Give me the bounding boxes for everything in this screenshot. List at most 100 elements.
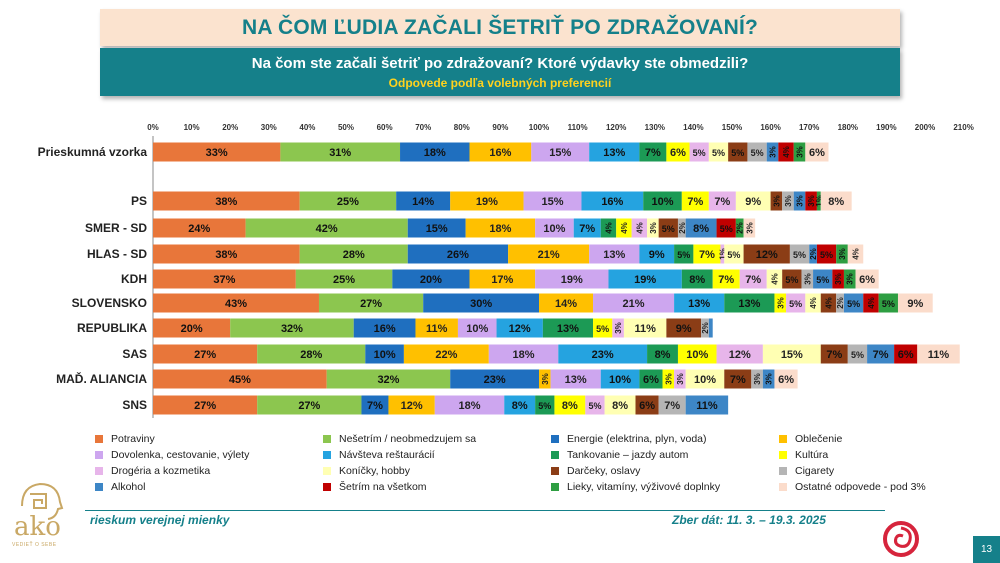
- page-number: 13: [973, 536, 1000, 563]
- bar-segment: [353, 318, 416, 338]
- x-tick-label: 130%: [645, 123, 665, 132]
- bar-segment: [593, 318, 613, 338]
- bar-segment: [681, 269, 713, 289]
- swirl-logo-icon: [883, 521, 919, 557]
- legend-item: Ostatné odpovede - pod 3%: [779, 479, 975, 494]
- legend-item: Koníčky, hobby: [323, 463, 551, 478]
- bar-segment: [793, 191, 806, 211]
- data-label: 13%: [565, 374, 587, 386]
- legend-item: Dovolenka, cestovanie, výlety: [95, 447, 323, 462]
- data-label: 2%: [809, 248, 818, 260]
- x-tick-label: 90%: [492, 123, 508, 132]
- question-banner: Na čom ste začali šetriť po zdražovaní? …: [100, 48, 900, 96]
- bar-segment: [600, 218, 617, 238]
- data-label: 7%: [699, 249, 715, 261]
- data-label: 38%: [215, 196, 237, 208]
- data-label: 4%: [604, 222, 613, 234]
- data-label: 9%: [745, 196, 761, 208]
- legend-label: Potraviny: [111, 432, 155, 445]
- data-label: 5%: [662, 224, 675, 234]
- legend-swatch: [95, 450, 103, 459]
- bar-segment: [400, 142, 470, 162]
- legend-label: Nešetrím / neobmedzujem sa: [339, 432, 477, 445]
- data-label: 3%: [753, 373, 762, 385]
- bar-segment: [299, 191, 397, 211]
- data-label: 37%: [213, 274, 235, 286]
- bar-segment: [708, 191, 736, 211]
- bar-segment: [658, 395, 686, 415]
- data-label: 6%: [809, 147, 825, 159]
- data-label: 4%: [867, 297, 876, 309]
- x-tick-label: 200%: [915, 123, 935, 132]
- bar-segment: [153, 318, 231, 338]
- bar-segment: [318, 293, 424, 313]
- bar-segment: [728, 142, 748, 162]
- bar-segment: [782, 269, 802, 289]
- data-label: 5%: [751, 148, 764, 158]
- legend-item: Nešetrím / neobmedzujem sa: [323, 431, 551, 446]
- bar-segment: [535, 395, 555, 415]
- data-label: 11%: [696, 400, 718, 412]
- bar-segment: [708, 318, 713, 338]
- data-label: 5%: [785, 275, 798, 285]
- data-label: 8%: [828, 196, 844, 208]
- data-label: 27%: [194, 400, 216, 412]
- bar-segment: [542, 318, 594, 338]
- legend-swatch: [323, 434, 331, 443]
- data-label: 27%: [194, 349, 216, 361]
- bar-segment: [647, 344, 678, 364]
- data-label: 3%: [796, 146, 805, 158]
- bar-segment: [450, 191, 524, 211]
- question-text: Na čom ste začali šetriť po zdražovaní? …: [251, 55, 749, 72]
- bar-segment: [716, 218, 736, 238]
- bar-segment: [855, 269, 879, 289]
- data-label: 4%: [782, 146, 791, 158]
- bar-segment: [782, 191, 794, 211]
- data-label: 8%: [655, 349, 671, 361]
- bar-segment: [469, 142, 532, 162]
- bar-segment: [616, 218, 632, 238]
- bar-segment: [863, 293, 879, 313]
- bar-segment: [257, 395, 362, 415]
- data-label: 7%: [714, 196, 730, 208]
- data-label: 6%: [859, 274, 875, 286]
- data-label: 18%: [489, 223, 511, 235]
- bar-segment: [643, 191, 682, 211]
- data-label: 18%: [424, 147, 446, 159]
- category-label: SAS: [122, 347, 147, 361]
- legend-swatch: [95, 466, 103, 475]
- data-label: 8%: [612, 400, 628, 412]
- legend-swatch: [779, 482, 787, 491]
- bar-segment: [496, 318, 543, 338]
- bar-segment: [230, 318, 354, 338]
- bar-segment: [786, 293, 806, 313]
- legend-label: Cigarety: [795, 464, 835, 477]
- legend-label: Lieky, vitamíny, výživové doplnky: [567, 480, 721, 493]
- data-label: 21%: [623, 298, 645, 310]
- x-tick-label: 10%: [184, 123, 200, 132]
- legend-label: Oblečenie: [795, 432, 843, 445]
- bar-segment: [581, 191, 644, 211]
- x-tick-label: 170%: [799, 123, 819, 132]
- page-title: NA ČOM ĽUDIA ZAČALI ŠETRIŤ PO ZDRAŽOVANÍ…: [241, 15, 759, 39]
- category-label: SMER - SD: [85, 221, 147, 235]
- bar-segment: [762, 344, 821, 364]
- x-tick-label: 50%: [338, 123, 354, 132]
- data-label: 43%: [225, 298, 247, 310]
- bar-segment: [589, 244, 640, 264]
- legend-swatch: [323, 482, 331, 491]
- legend-item: Cigarety: [779, 463, 975, 478]
- legend-label: Alkohol: [111, 480, 146, 493]
- data-label: 2%: [736, 222, 745, 234]
- data-label: 3%: [765, 373, 774, 385]
- data-label: 7%: [645, 147, 661, 159]
- bar-segment: [415, 318, 458, 338]
- bar-segment: [832, 269, 844, 289]
- data-label: 24%: [188, 223, 210, 235]
- bar-segment: [712, 269, 740, 289]
- legend-swatch: [95, 434, 103, 443]
- bar-segment: [396, 191, 451, 211]
- bar-segment: [153, 293, 319, 313]
- bar-segment: [681, 191, 709, 211]
- data-label: 12%: [756, 249, 778, 261]
